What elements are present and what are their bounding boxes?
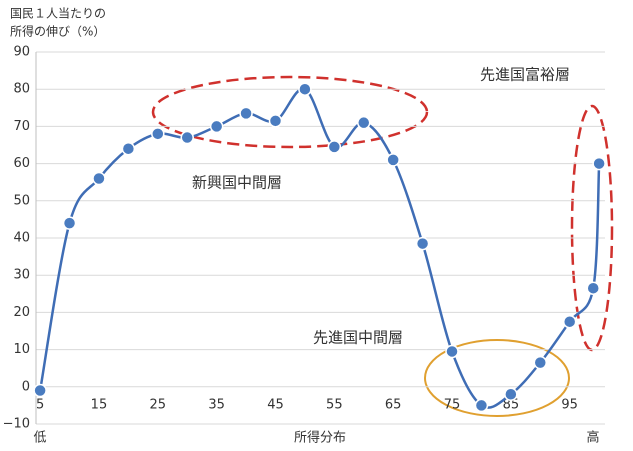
y-tick-label: −10: [3, 417, 30, 432]
y-tick-label: 70: [13, 119, 30, 134]
y-tick-label: 20: [13, 305, 30, 320]
y-tick-label: 10: [13, 342, 30, 357]
x-tick-label: 25: [150, 398, 167, 413]
data-point: [121, 141, 136, 156]
y-tick-label: 80: [13, 82, 30, 97]
highlight-ellipse: [424, 339, 570, 417]
data-point: [151, 127, 165, 141]
y-tick-label: 60: [13, 156, 30, 171]
y-tick-label: 30: [13, 268, 30, 283]
x-tick-label: 95: [561, 398, 578, 413]
y-tick-label: 40: [13, 231, 30, 246]
data-point: [586, 281, 600, 295]
annotation: 先進国富裕層: [480, 66, 570, 84]
data-point: [504, 387, 518, 401]
y-tick-label: 90: [13, 45, 30, 60]
data-point: [386, 153, 400, 167]
y-title-line: 所得の伸び（%）: [10, 24, 105, 39]
data-point: [268, 114, 283, 128]
annotation: 新興国中間層: [192, 174, 282, 192]
data-point: [415, 236, 430, 251]
x-high-label: 高: [586, 430, 599, 446]
y-tick-label: 0: [22, 379, 30, 394]
data-point: [562, 314, 577, 329]
x-tick-label: 65: [385, 398, 402, 413]
annotation: 先進国中間層: [313, 329, 403, 347]
highlight-ellipse: [151, 75, 429, 149]
x-tick-label: 35: [208, 398, 225, 413]
data-point: [592, 156, 606, 171]
data-point: [298, 82, 312, 96]
x-low-label: 低: [33, 431, 46, 446]
data-point: [239, 106, 253, 121]
series-line: [38, 87, 601, 409]
x-tick-label: 15: [91, 398, 108, 413]
data-point: [356, 115, 371, 130]
data-point: [62, 216, 77, 230]
x-tick-label: 5: [36, 398, 44, 413]
y-title-line: 国民１人当たりの: [10, 7, 106, 21]
data-point: [33, 383, 47, 398]
data-point: [92, 171, 106, 186]
data-point: [180, 130, 194, 145]
data-point: [445, 344, 459, 359]
x-tick-label: 45: [267, 398, 284, 413]
data-point: [209, 119, 224, 134]
data-point: [327, 140, 342, 154]
data-point: [533, 355, 548, 370]
x-axis-label: 所得分布: [294, 430, 346, 446]
x-tick-label: 85: [503, 398, 520, 413]
x-tick-label: 55: [326, 398, 343, 413]
y-tick-label: 50: [13, 193, 30, 208]
x-tick-label: 75: [444, 398, 461, 413]
data-point: [474, 398, 489, 413]
